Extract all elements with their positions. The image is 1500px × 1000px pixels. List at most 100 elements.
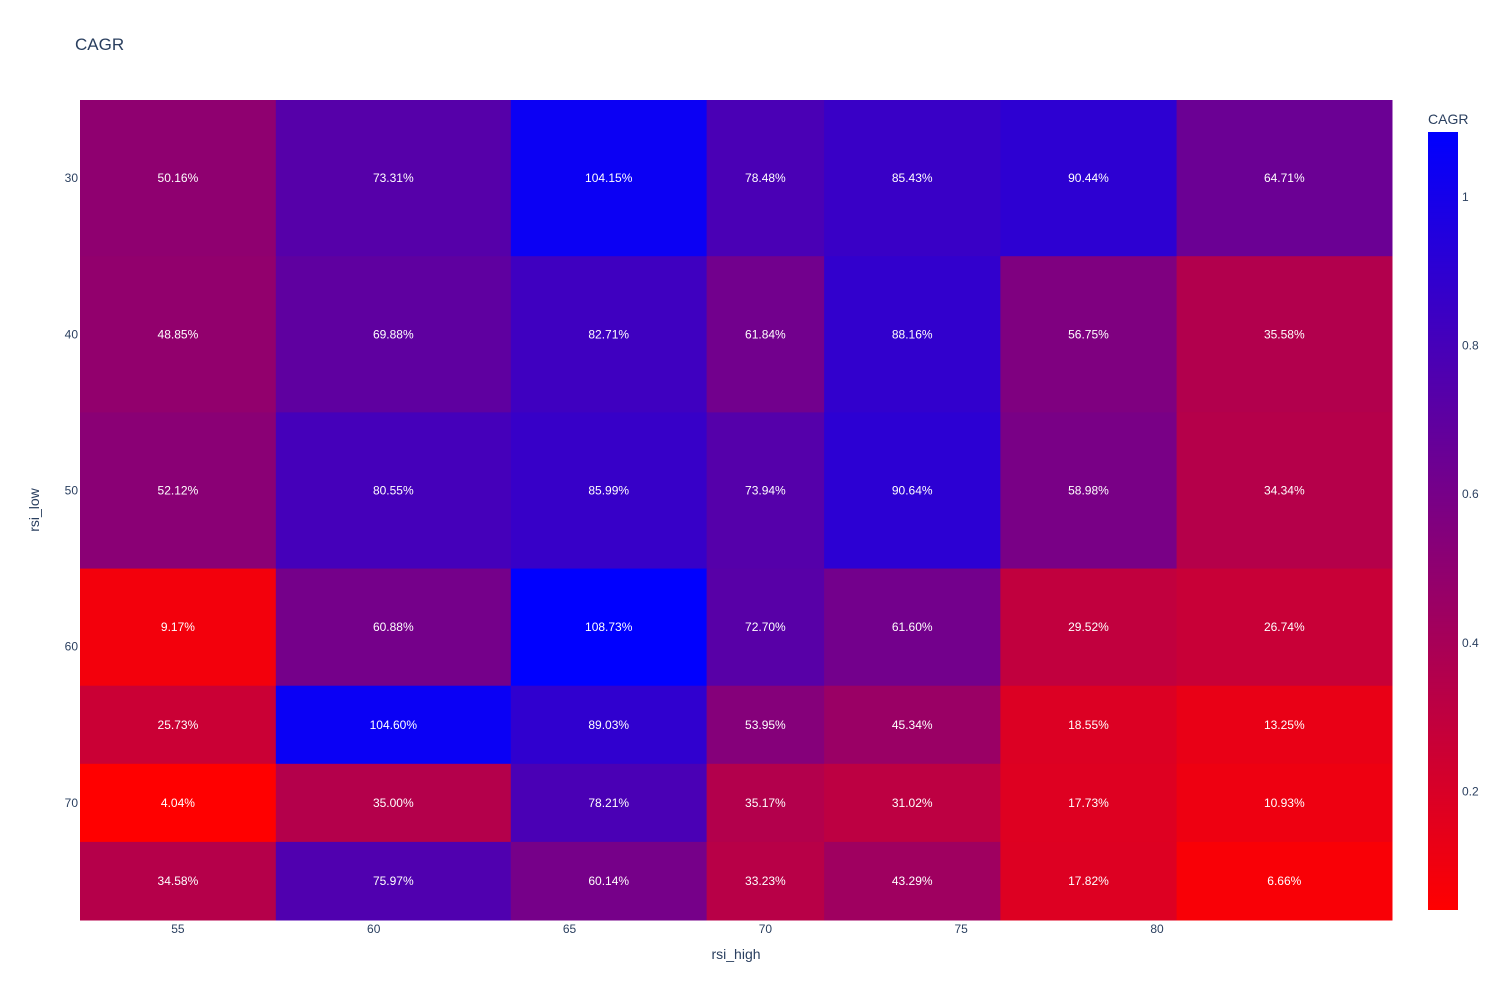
y-axis-title: rsi_low <box>26 487 42 531</box>
cell-value-label: 17.73% <box>1068 796 1109 810</box>
heatmap-cell <box>510 685 708 765</box>
y-tick-label: 70 <box>65 796 79 810</box>
heatmap-cell <box>275 256 512 413</box>
heatmap-cell <box>80 841 277 921</box>
y-tick-label: 50 <box>65 483 79 497</box>
cell-value-label: 69.88% <box>373 327 414 341</box>
cell-value-label: 26.74% <box>1264 620 1305 634</box>
x-axis-ticks: 55 60 65 70 75 80 <box>171 922 1164 936</box>
cell-value-label: 34.58% <box>158 874 199 888</box>
cell-value-label: 35.58% <box>1264 327 1305 341</box>
heatmap-cell <box>510 841 708 921</box>
cell-value-label: 6.66% <box>1267 874 1301 888</box>
cell-value-label: 90.44% <box>1068 171 1109 185</box>
heatmap-cell <box>706 412 825 570</box>
x-tick-label: 60 <box>367 922 381 936</box>
cell-value-label: 89.03% <box>588 718 629 732</box>
cell-value-label: 4.04% <box>161 796 195 810</box>
heatmap-cell <box>1000 568 1178 687</box>
heatmap-cell <box>824 100 1001 257</box>
y-tick-label: 40 <box>65 327 79 341</box>
heatmap-cell <box>1000 412 1178 570</box>
cell-value-label: 78.21% <box>588 796 629 810</box>
heatmap-cell <box>275 100 512 257</box>
heatmap-cell <box>275 763 512 843</box>
colorbar-ticks: 0.2 0.4 0.6 0.8 1 <box>1462 190 1479 799</box>
cell-value-label: 75.97% <box>373 874 414 888</box>
x-tick-label: 70 <box>759 922 773 936</box>
cell-value-label: 60.88% <box>373 620 414 634</box>
cell-value-label: 61.84% <box>745 327 786 341</box>
heatmap-cell <box>824 412 1001 570</box>
cell-value-label: 73.31% <box>373 171 414 185</box>
cell-value-label: 72.70% <box>745 620 786 634</box>
cell-value-label: 104.15% <box>585 171 633 185</box>
cell-value-label: 18.55% <box>1068 718 1109 732</box>
heatmap-cell <box>1176 100 1393 257</box>
colorbar-title: CAGR <box>1428 111 1468 127</box>
heatmap-cell <box>80 256 277 413</box>
cell-value-label: 78.48% <box>745 171 786 185</box>
heatmap-cell <box>1176 256 1393 413</box>
heatmap-cell <box>706 256 825 413</box>
cell-value-label: 88.16% <box>892 327 933 341</box>
cell-value-label: 64.71% <box>1264 171 1305 185</box>
heatmap-cell <box>80 100 277 257</box>
x-tick-label: 55 <box>171 922 185 936</box>
x-tick-label: 75 <box>955 922 969 936</box>
cell-value-label: 60.14% <box>588 874 629 888</box>
y-tick-label: 30 <box>65 171 79 185</box>
cell-value-label: 9.17% <box>161 620 195 634</box>
cell-value-label: 31.02% <box>892 796 933 810</box>
cell-value-label: 80.55% <box>373 483 414 497</box>
heatmap-cell <box>1000 685 1178 765</box>
heatmap-cell <box>510 256 708 413</box>
heatmap-cell <box>824 568 1001 687</box>
cell-value-label: 43.29% <box>892 874 933 888</box>
cell-value-label: 33.23% <box>745 874 786 888</box>
heatmap-cell <box>80 568 277 687</box>
heatmap-cell <box>80 685 277 765</box>
colorbar-tick-label: 1 <box>1462 190 1469 204</box>
heatmap-cell <box>1176 412 1393 570</box>
heatmap-cells <box>80 100 1393 921</box>
colorbar <box>1428 132 1458 910</box>
heatmap-cell <box>80 412 277 570</box>
colorbar-tick-label: 0.8 <box>1462 339 1479 353</box>
heatmap-cell <box>1176 685 1393 765</box>
cell-value-label: 35.00% <box>373 796 414 810</box>
heatmap-cell <box>510 100 708 257</box>
cell-value-label: 29.52% <box>1068 620 1109 634</box>
heatmap-cell <box>510 568 708 687</box>
cell-value-label: 17.82% <box>1068 874 1109 888</box>
cell-value-label: 50.16% <box>158 171 199 185</box>
heatmap-cell <box>1000 256 1178 413</box>
cell-value-label: 61.60% <box>892 620 933 634</box>
cell-value-label: 85.43% <box>892 171 933 185</box>
cell-value-label: 108.73% <box>585 620 633 634</box>
heatmap-cell <box>80 763 277 843</box>
x-tick-label: 80 <box>1150 922 1164 936</box>
x-axis-title: rsi_high <box>711 946 760 962</box>
cell-value-label: 58.98% <box>1068 483 1109 497</box>
colorbar-tick-label: 0.4 <box>1462 636 1479 650</box>
heatmap-cell <box>275 685 512 765</box>
heatmap-cell <box>1000 841 1178 921</box>
cell-value-label: 90.64% <box>892 483 933 497</box>
heatmap-cell <box>275 412 512 570</box>
cell-value-label: 25.73% <box>158 718 199 732</box>
heatmap-cell <box>824 763 1001 843</box>
heatmap-cell <box>1176 568 1393 687</box>
y-axis-ticks: 30 40 50 60 70 <box>65 171 79 810</box>
heatmap-cell <box>706 841 825 921</box>
heatmap-cell <box>706 568 825 687</box>
heatmap-cell <box>824 841 1001 921</box>
colorbar-tick-label: 0.6 <box>1462 487 1479 501</box>
heatmap-cell <box>510 763 708 843</box>
heatmap-cell <box>275 841 512 921</box>
heatmap-cell <box>706 685 825 765</box>
cell-value-label: 82.71% <box>588 327 629 341</box>
heatmap-cell-labels: 50.16% 73.31% 104.15% 78.48% 85.43% 90.44% 64.… <box>158 171 1305 888</box>
cell-value-label: 52.12% <box>158 483 199 497</box>
cell-value-label: 53.95% <box>745 718 786 732</box>
